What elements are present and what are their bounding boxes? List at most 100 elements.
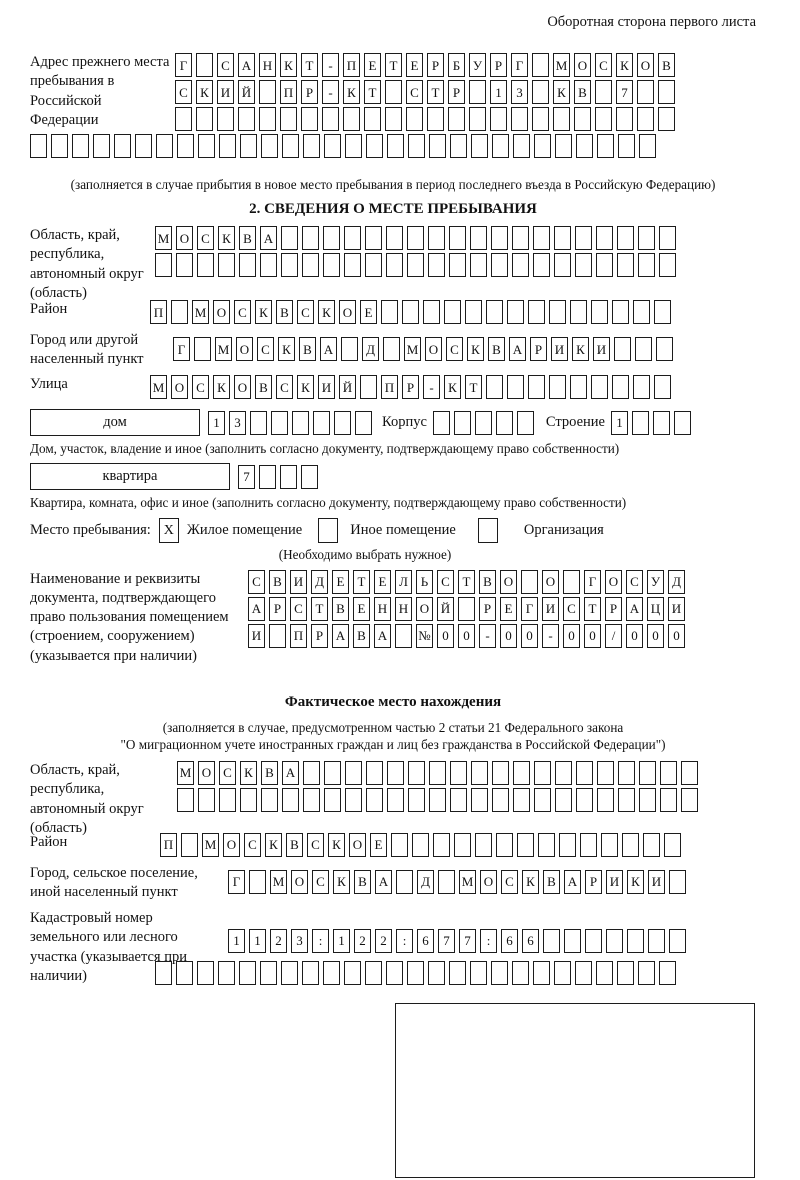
char-cell[interactable]: [303, 760, 320, 785]
char-cell[interactable]: [396, 869, 413, 894]
char-cell[interactable]: [491, 253, 508, 278]
char-cell[interactable]: [408, 787, 425, 812]
char-cell[interactable]: И: [593, 337, 610, 362]
char-cell[interactable]: Т: [584, 596, 601, 621]
char-cell[interactable]: У: [469, 53, 486, 77]
char-cell[interactable]: [643, 832, 660, 857]
char-cell[interactable]: [450, 134, 467, 158]
char-cell[interactable]: Е: [360, 300, 377, 325]
char-cell[interactable]: [528, 375, 545, 400]
char-cell[interactable]: [553, 107, 570, 131]
char-cell[interactable]: -: [479, 623, 496, 648]
char-cell[interactable]: [656, 337, 673, 362]
char-cell[interactable]: [292, 410, 309, 435]
char-cell[interactable]: [198, 134, 215, 158]
char-cell[interactable]: [576, 787, 593, 812]
char-cell[interactable]: К: [255, 300, 272, 325]
char-cell[interactable]: [366, 760, 383, 785]
char-cell[interactable]: 6: [501, 928, 518, 953]
char-cell[interactable]: С: [312, 869, 329, 894]
char-cell[interactable]: Т: [353, 569, 370, 594]
char-cell[interactable]: Г: [584, 569, 601, 594]
char-cell[interactable]: [344, 960, 361, 985]
char-cell[interactable]: Т: [301, 53, 318, 77]
char-cell[interactable]: Р: [448, 80, 465, 104]
char-cell[interactable]: А: [260, 226, 277, 251]
char-cell[interactable]: :: [396, 928, 413, 953]
char-cell[interactable]: О: [236, 337, 253, 362]
house-type-box[interactable]: дом: [30, 409, 200, 437]
char-cell[interactable]: Л: [395, 569, 412, 594]
char-cell[interactable]: Е: [500, 596, 517, 621]
stay-option-checkbox-other[interactable]: [318, 518, 339, 544]
char-cell[interactable]: [449, 960, 466, 985]
char-cell[interactable]: [259, 80, 276, 104]
char-cell[interactable]: [622, 832, 639, 857]
char-cell[interactable]: [72, 134, 89, 158]
char-cell[interactable]: [322, 107, 339, 131]
char-cell[interactable]: П: [160, 832, 177, 857]
char-cell[interactable]: [496, 832, 513, 857]
char-cell[interactable]: [507, 375, 524, 400]
char-cell[interactable]: 1: [208, 410, 225, 435]
char-cell[interactable]: [470, 960, 487, 985]
char-cell[interactable]: [469, 80, 486, 104]
char-cell[interactable]: 3: [291, 928, 308, 953]
char-cell[interactable]: [135, 134, 152, 158]
char-cell[interactable]: [591, 375, 608, 400]
char-cell[interactable]: К: [522, 869, 539, 894]
char-cell[interactable]: 1: [610, 410, 628, 435]
char-cell[interactable]: [259, 464, 276, 489]
char-cell[interactable]: [344, 253, 361, 278]
char-cell[interactable]: Г: [511, 53, 528, 77]
char-cell[interactable]: К: [333, 869, 350, 894]
char-cell[interactable]: [93, 134, 110, 158]
char-cell[interactable]: [194, 337, 211, 362]
char-cell[interactable]: [429, 760, 446, 785]
char-cell[interactable]: [408, 134, 425, 158]
char-cell[interactable]: А: [564, 869, 581, 894]
char-cell[interactable]: [271, 410, 288, 435]
char-cell[interactable]: [660, 760, 677, 785]
char-cell[interactable]: В: [276, 300, 293, 325]
char-cell[interactable]: [366, 134, 383, 158]
char-cell[interactable]: С: [307, 832, 324, 857]
char-cell[interactable]: А: [375, 869, 392, 894]
char-cell[interactable]: [659, 226, 676, 251]
char-cell[interactable]: [492, 760, 509, 785]
char-cell[interactable]: Т: [311, 596, 328, 621]
char-cell[interactable]: С: [192, 375, 209, 400]
char-cell[interactable]: 7: [438, 928, 455, 953]
char-cell[interactable]: [260, 960, 277, 985]
char-cell[interactable]: С: [248, 569, 265, 594]
char-cell[interactable]: [381, 300, 398, 325]
char-cell[interactable]: [575, 960, 592, 985]
char-cell[interactable]: [532, 107, 549, 131]
char-cell[interactable]: 0: [500, 623, 517, 648]
char-cell[interactable]: [239, 253, 256, 278]
char-cell[interactable]: [633, 300, 650, 325]
char-cell[interactable]: [492, 787, 509, 812]
char-cell[interactable]: А: [282, 760, 299, 785]
char-cell[interactable]: [470, 226, 487, 251]
char-cell[interactable]: [438, 869, 455, 894]
char-cell[interactable]: К: [278, 337, 295, 362]
char-cell[interactable]: А: [509, 337, 526, 362]
char-cell[interactable]: -: [322, 53, 339, 77]
char-cell[interactable]: Р: [301, 80, 318, 104]
char-cell[interactable]: [259, 107, 276, 131]
char-cell[interactable]: [639, 787, 656, 812]
char-cell[interactable]: Е: [406, 53, 423, 77]
char-cell[interactable]: Ь: [416, 569, 433, 594]
char-cell[interactable]: [614, 337, 631, 362]
char-cell[interactable]: [660, 787, 677, 812]
char-cell[interactable]: [281, 253, 298, 278]
char-cell[interactable]: [595, 107, 612, 131]
char-cell[interactable]: [239, 960, 256, 985]
char-cell[interactable]: [511, 107, 528, 131]
char-cell[interactable]: [618, 760, 635, 785]
char-cell[interactable]: В: [332, 596, 349, 621]
char-cell[interactable]: 3: [511, 80, 528, 104]
char-cell[interactable]: 0: [668, 623, 685, 648]
char-cell[interactable]: [429, 134, 446, 158]
